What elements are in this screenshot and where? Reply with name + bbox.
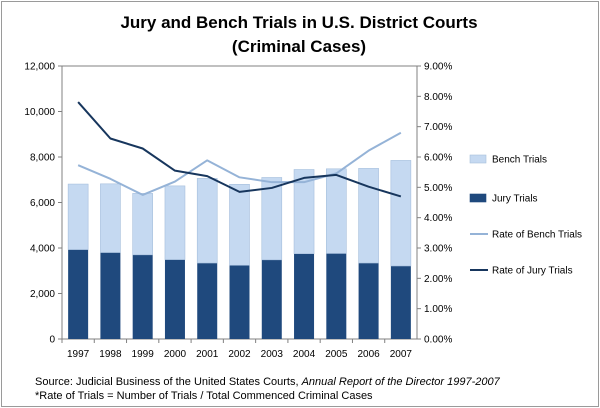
bar-jury-2005 (326, 253, 347, 339)
x-tick-label: 2003 (261, 349, 284, 360)
y-right-tick-label: 4.00% (424, 213, 452, 224)
legend-label: Rate of Jury Trials (492, 266, 573, 277)
footnote-text: *Rate of Trials = Number of Trials / Tot… (35, 390, 373, 402)
x-tick-label: 2006 (357, 349, 380, 360)
x-axis: 1997 1998 1999 2000 2001 2002 2003 2004 2005 2006… (61, 339, 413, 360)
bar-jury-2007 (390, 265, 411, 339)
y-right-tick-label: 1.00% (424, 304, 452, 315)
y-left-tick-label: 0 (49, 335, 55, 346)
x-tick-label: 2004 (293, 349, 316, 360)
footnote: *Rate of Trials = Number of Trials / Tot… (35, 390, 373, 402)
bar-jury-1999 (132, 254, 153, 339)
y-right-tick-label: 5.00% (424, 183, 452, 194)
x-tick-label: 2007 (390, 349, 413, 360)
y-right-tick-label: 9.00% (424, 62, 452, 73)
legend-label: Bench Trials (492, 155, 547, 166)
y-left-tick-label: 12,000 (24, 62, 55, 73)
y-right-tick-label: 0.00% (424, 335, 452, 346)
x-tick-label: 2000 (164, 349, 187, 360)
bar-bench-2003 (261, 177, 283, 261)
bar-bench-2007 (390, 160, 412, 267)
bar-jury-2006 (358, 263, 379, 339)
bar-bench-1999 (132, 193, 153, 256)
source-note: Source: Judicial Business of the United … (35, 376, 500, 388)
bar-bench-1997 (67, 183, 89, 250)
y-left-tick-label: 6,000 (30, 198, 55, 209)
y-axis-left: 0 2,000 4,000 6,000 8,000 10,000 12,000 (24, 62, 62, 346)
x-tick-label: 2002 (228, 349, 251, 360)
line-rate-jury (77, 101, 402, 198)
y-left-tick-label: 2,000 (30, 289, 55, 300)
y-right-tick-label: 8.00% (424, 92, 452, 103)
y-right-tick-label: 6.00% (424, 153, 452, 164)
bar-bench-2005 (326, 168, 347, 254)
y-right-tick-label: 2.00% (424, 274, 452, 285)
bars-group (67, 160, 412, 339)
bar-bench-2000 (164, 185, 186, 260)
bar-jury-1998 (100, 252, 121, 339)
bar-bench-1998 (100, 183, 121, 253)
x-tick-label: 2001 (196, 349, 219, 360)
chart-title-line1: Jury and Bench Trials in U.S. District C… (120, 13, 477, 32)
bar-bench-2001 (196, 178, 218, 264)
y-left-tick-label: 8,000 (30, 153, 55, 164)
bar-jury-2004 (294, 253, 315, 339)
bar-jury-1997 (68, 249, 89, 339)
x-tick-label: 1999 (132, 349, 155, 360)
x-tick-label: 1997 (67, 349, 90, 360)
bar-jury-2001 (197, 263, 218, 339)
y-axis-right: 0.00% 1.00% 2.00% 3.00% 4.00% 5.00% 6.00% 7.00%… (417, 62, 452, 346)
legend-label: Rate of Bench Trials (492, 230, 582, 241)
bar-jury-2002 (229, 265, 250, 339)
bar-bench-2002 (229, 184, 250, 266)
bar-jury-2003 (261, 259, 282, 339)
bar-jury-2000 (164, 259, 185, 339)
legend-swatch (469, 193, 487, 203)
y-left-tick-label: 4,000 (30, 244, 55, 255)
source-prefix: Source: Judicial Business of the United … (35, 376, 302, 388)
chart-title-line2: (Criminal Cases) (232, 37, 366, 56)
y-right-tick-label: 7.00% (424, 122, 452, 133)
x-tick-label: 2005 (325, 349, 348, 360)
legend-label: Jury Trials (492, 194, 538, 205)
source-title: Annual Report of the Director 1997-2007 (301, 376, 500, 388)
bar-bench-2004 (293, 169, 315, 254)
y-left-tick-label: 10,000 (24, 107, 55, 118)
y-right-tick-label: 3.00% (424, 244, 452, 255)
x-tick-label: 1998 (99, 349, 122, 360)
bar-bench-2006 (358, 168, 379, 264)
line-rate-bench (77, 131, 402, 196)
lines-group (77, 101, 402, 198)
legend-swatch (469, 154, 487, 164)
legend: Bench Trials Jury Trials Rate of Bench Tri… (469, 154, 582, 277)
